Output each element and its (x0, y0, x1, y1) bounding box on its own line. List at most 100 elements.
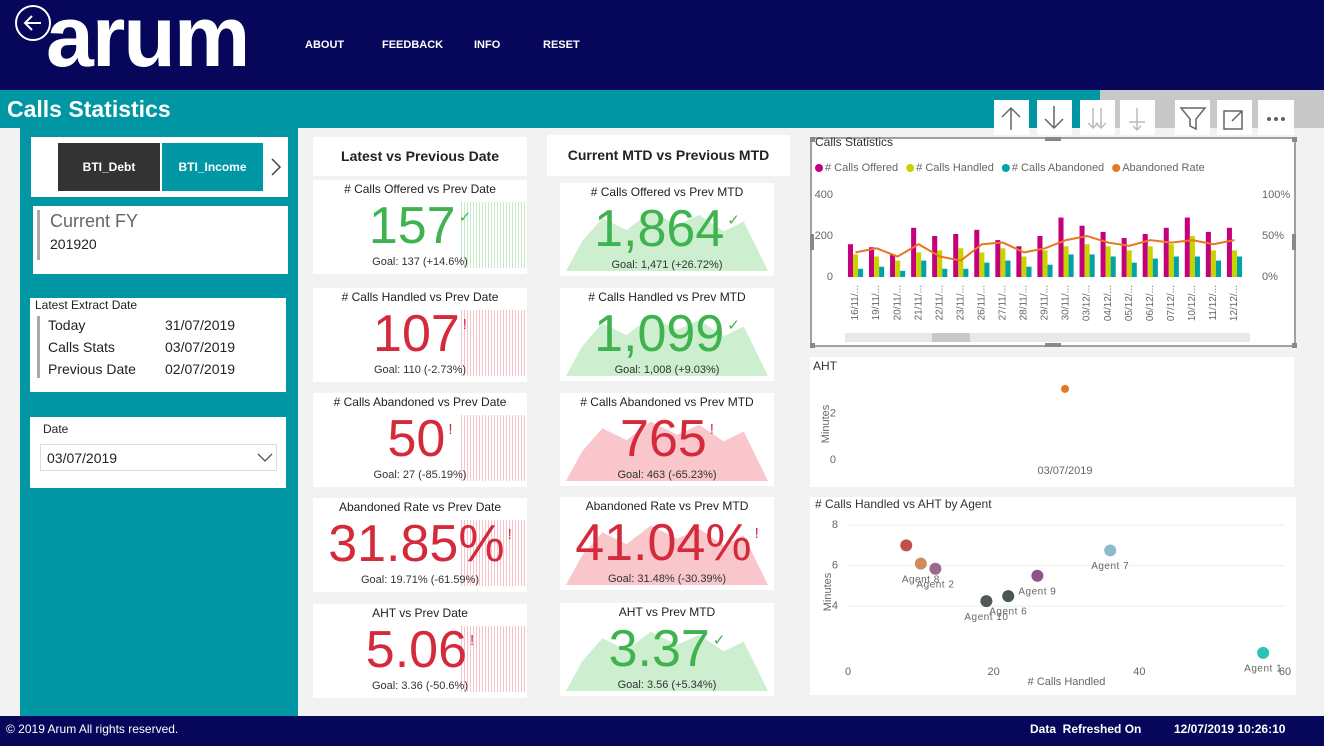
x-tick-label: 28/11/... (1019, 285, 1030, 320)
back-button[interactable] (14, 4, 54, 44)
bar (1205, 231, 1211, 277)
visual-toolbar (994, 100, 1294, 135)
resize-handle (810, 234, 814, 250)
bar (1042, 250, 1048, 277)
x-tick-label: 12/12/... (1229, 285, 1240, 321)
point-label: Agent 10 (964, 612, 1008, 623)
bar (937, 250, 943, 277)
nav-feedback[interactable]: FEEDBACK (382, 39, 444, 51)
bar (1037, 236, 1043, 277)
nav-info[interactable]: INFO (474, 39, 501, 51)
bar (1189, 236, 1195, 277)
y2-tick-label: 100% (1262, 189, 1290, 201)
x-tick-label: 11/12/... (1208, 285, 1219, 320)
point (914, 557, 927, 570)
kpi-status: ! (709, 421, 714, 438)
point-label: Agent 7 (1091, 561, 1129, 572)
point (980, 595, 993, 608)
fy-label: Current FY (50, 211, 139, 231)
kpi-status: ! (448, 421, 453, 438)
extract-row-label: Today (48, 317, 86, 333)
x-tick-label: 21/11/... (913, 285, 924, 320)
accent-bar (37, 210, 40, 260)
legend-swatch (1001, 164, 1010, 172)
tab-debt[interactable]: BTI_Debt (58, 143, 160, 191)
kpi-goal: Goal: 19.71% (-61.59%) (360, 574, 479, 586)
x-tick-label: 03/12/... (1082, 285, 1093, 321)
bar (1194, 256, 1200, 277)
resize-handle (1292, 343, 1297, 348)
kpi-row: 3.37 ✓ (560, 617, 774, 681)
point-label: Agent 2 (916, 579, 954, 590)
x-tick-label: 20 (988, 666, 1000, 678)
kpi-value: 765 (620, 410, 707, 468)
bar (1105, 246, 1111, 277)
bar (979, 252, 985, 277)
bar (921, 260, 927, 277)
y-axis-title: Minutes (822, 572, 834, 611)
kpi-title: Abandoned Rate vs Prev Date (338, 500, 502, 514)
resize-handle (1045, 343, 1061, 347)
x-tick-label: 23/11/... (955, 285, 966, 320)
date-value: 03/07/2019 (47, 450, 118, 466)
bar (958, 248, 964, 277)
bar (1068, 254, 1074, 277)
date-dropdown[interactable]: 03/07/2019 (40, 444, 277, 471)
kpi-value: 31.85% (328, 515, 505, 573)
legend-swatch (906, 164, 915, 172)
bar (879, 266, 885, 277)
kpi-goal: Goal: 1,471 (+26.72%) (611, 259, 723, 271)
x-tick-label: 07/12/... (1166, 285, 1177, 321)
scrollbar (845, 333, 1250, 342)
kpi-status: ✓ (458, 209, 472, 226)
kpi-card: AHT vs Prev Date 5.06! Goal: 3.36 (-50.6%) (313, 604, 527, 698)
point-label: Agent 1 (1244, 664, 1282, 675)
bar (869, 247, 875, 277)
kpi-title: # Calls Offered vs Prev Date (344, 182, 496, 196)
bar (995, 240, 1001, 277)
bar (1026, 266, 1032, 277)
bar (1121, 238, 1127, 277)
sparkline (461, 202, 527, 268)
y-tick-label: 6 (832, 560, 838, 572)
kpi-goal: Goal: 137 (+14.6%) (372, 256, 468, 268)
bar (900, 270, 906, 277)
x-tick-label: 04/12/... (1103, 285, 1114, 321)
nav-about[interactable]: ABOUT (305, 39, 345, 51)
point-label: Agent 9 (1018, 586, 1056, 597)
kpi-card: # Calls Handled vs Prev Date 107! Goal: 11… (313, 288, 527, 382)
bar (1126, 250, 1132, 277)
bar (847, 244, 853, 277)
kpi-status: ! (507, 526, 512, 543)
kpi-value: 107 (373, 305, 460, 363)
y-tick-label: 200 (815, 230, 833, 242)
x-tick-label: 06/12/... (1145, 285, 1156, 321)
bar (1005, 260, 1011, 277)
point (1061, 384, 1069, 393)
x-tick-label: 0 (845, 666, 851, 678)
point (1031, 569, 1044, 582)
kpi-title: AHT vs Prev Date (372, 606, 468, 620)
kpi-goal: Goal: 27 (-85.19%) (373, 469, 467, 481)
bar (1100, 231, 1106, 277)
resize-handle (810, 343, 815, 348)
nav-reset[interactable]: RESET (543, 39, 580, 51)
point (900, 539, 913, 552)
extract-card: Latest Extract Date Today 31/07/2019 Calls… (30, 298, 286, 392)
y-tick-label: 400 (815, 189, 833, 201)
tab-income[interactable]: BTI_Income (162, 143, 263, 191)
kpi-row: 50! (313, 407, 527, 471)
bar (1058, 217, 1064, 277)
bar (953, 233, 959, 277)
x-tick-label: 05/12/... (1124, 285, 1135, 321)
legend-label: # Calls Handled (916, 162, 994, 174)
tab-next[interactable] (269, 157, 283, 177)
kpi-card: # Calls Abandoned vs Prev MTD 765! Goal: 4… (560, 393, 774, 486)
kpi-value: 3.37 (608, 620, 710, 678)
kpi-status: ✓ (712, 632, 726, 649)
kpi-status: ! (754, 525, 759, 542)
point (1104, 544, 1117, 557)
kpi-value: 157 (368, 197, 456, 255)
kpi-title: # Calls Handled vs Prev MTD (588, 290, 746, 304)
kpi-goal: Goal: 1,008 (+9.03%) (614, 364, 720, 376)
